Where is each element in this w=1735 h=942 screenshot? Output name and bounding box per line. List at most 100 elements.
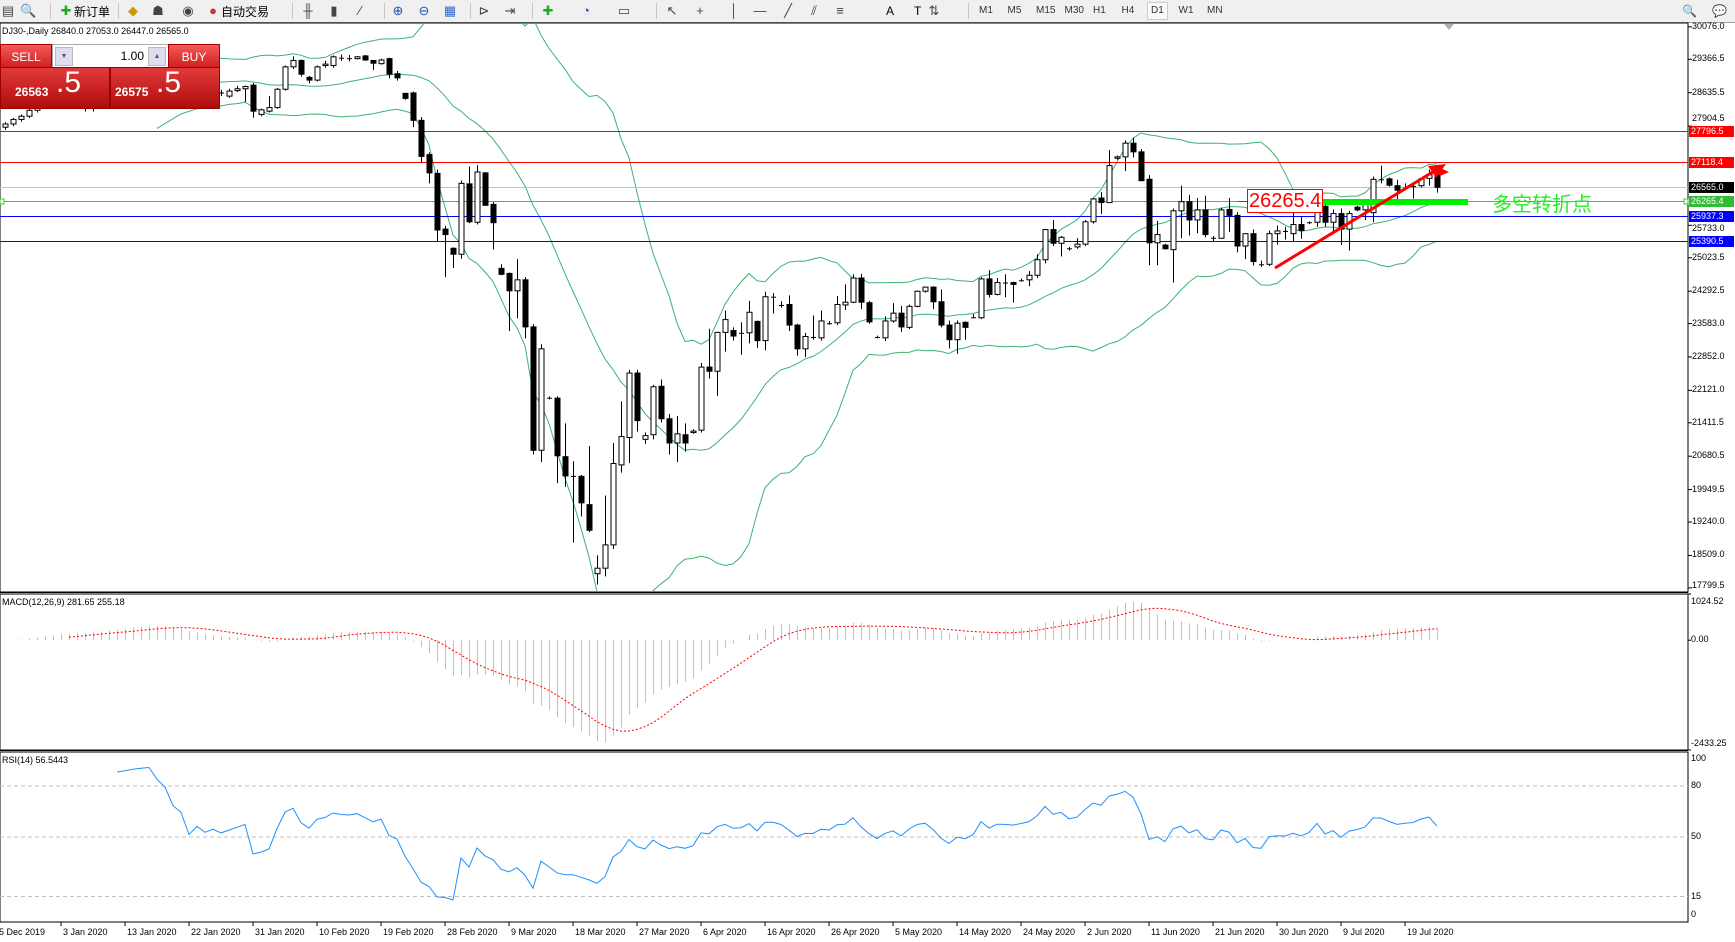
macd-title: MACD(12,26,9) 281.65 255.18 xyxy=(2,597,125,607)
candle-body xyxy=(378,59,385,65)
periods-clock-button[interactable]: ◔ xyxy=(578,2,594,20)
lot-increase-button[interactable]: ▲ xyxy=(148,47,166,66)
candle xyxy=(330,55,337,68)
candle-body xyxy=(954,322,961,341)
candle xyxy=(1178,185,1185,239)
candle-body xyxy=(1322,205,1329,223)
candle-body xyxy=(250,84,257,112)
new-chart-button[interactable]: ▤ xyxy=(0,2,16,20)
navigator-button[interactable]: ☗ xyxy=(150,2,166,20)
candle-body xyxy=(906,305,913,328)
zoom-in-icon: ⊕ xyxy=(392,3,404,18)
new-order-button[interactable]: ✚ 新订单 xyxy=(58,2,110,20)
bull-bear-turning-point-text[interactable]: 多空转折点 xyxy=(1492,192,1592,216)
crosshair-button[interactable]: + xyxy=(692,2,708,20)
candle-body xyxy=(10,118,17,125)
profiles-button[interactable]: 🔍 xyxy=(20,2,36,20)
candle xyxy=(322,60,329,68)
candle-body xyxy=(514,279,521,292)
lot-size-input[interactable]: ▼ 1.00 ▲ xyxy=(52,44,169,68)
candle-body xyxy=(890,312,897,322)
buy-price-button[interactable]: 26575 .5 xyxy=(110,66,220,109)
templates-button[interactable]: ▭ xyxy=(616,2,632,20)
rsi-axis-label: 50 xyxy=(1691,831,1702,841)
candle xyxy=(594,555,601,585)
timeframe-h4[interactable]: H4 xyxy=(1121,5,1135,16)
candle xyxy=(986,270,993,298)
toolbar-separator xyxy=(470,3,471,19)
buy-button[interactable]: BUY xyxy=(168,44,220,68)
candle xyxy=(1003,274,1008,298)
candlestick-button[interactable]: ▮ xyxy=(326,2,342,20)
signal-button[interactable]: ◉ xyxy=(180,2,196,20)
date-axis-label: 31 Jan 2020 xyxy=(255,927,305,937)
candle xyxy=(722,310,729,352)
indicators-button[interactable]: ✚ xyxy=(540,2,556,20)
candle-body xyxy=(386,58,393,75)
candle-body xyxy=(586,504,593,531)
gold-button[interactable]: ◆ xyxy=(125,2,141,20)
toolbar-button-label: 自动交易 xyxy=(221,4,270,19)
cursor-button[interactable]: ↖ xyxy=(664,2,680,20)
candle xyxy=(571,461,576,543)
sell-button[interactable]: SELL xyxy=(0,44,52,68)
timeframe-m30[interactable]: M30 xyxy=(1064,5,1084,16)
lot-decrease-button[interactable]: ▼ xyxy=(55,47,73,66)
candle xyxy=(1106,150,1113,204)
candle xyxy=(474,165,481,225)
timeframe-mn[interactable]: MN xyxy=(1207,5,1223,16)
candle xyxy=(266,96,273,113)
lot-size-value: 1.00 xyxy=(120,49,144,63)
macd-signal-line xyxy=(68,607,1438,732)
trendline-icon: ╱ xyxy=(784,3,792,18)
pivot-price-label[interactable]: 26265.4 xyxy=(1247,189,1324,213)
price-axis-label: 28635.5 xyxy=(1692,86,1725,97)
candle xyxy=(1330,209,1337,232)
zoom-out-button[interactable]: ⊖ xyxy=(416,2,432,20)
auto-trading-button[interactable]: ● 自动交易 xyxy=(205,2,269,20)
candle xyxy=(298,59,305,77)
timeframe-h1[interactable]: H1 xyxy=(1093,5,1106,16)
timeframe-m1[interactable]: M1 xyxy=(979,5,993,16)
candle xyxy=(410,91,417,128)
autoscroll-button[interactable]: ⇥ xyxy=(502,2,518,20)
candle-body xyxy=(698,366,705,431)
vertical-line-button[interactable]: │ xyxy=(726,2,742,20)
chat-icon[interactable]: 💬 xyxy=(1712,4,1727,18)
auto-trading-icon: ● xyxy=(209,3,217,18)
bar-chart-button[interactable]: ╫ xyxy=(300,2,316,20)
tile-windows-button[interactable]: ▦ xyxy=(442,2,458,20)
profiles-icon: 🔍 xyxy=(20,3,37,18)
trendline-button[interactable]: ╱ xyxy=(780,2,796,20)
candle xyxy=(482,171,489,206)
chart-shift-button[interactable]: ⊳ xyxy=(476,2,492,20)
candle xyxy=(402,92,409,100)
sell-price-button[interactable]: 26563 .5 xyxy=(0,66,110,109)
candle xyxy=(771,293,776,314)
line-chart-button[interactable]: ∕ xyxy=(352,2,368,20)
zoom-in-button[interactable]: ⊕ xyxy=(390,2,406,20)
toolbar-separator xyxy=(50,3,51,19)
candle xyxy=(506,272,513,332)
candle-body xyxy=(986,278,993,295)
horizontal-line-button[interactable]: — xyxy=(752,2,768,20)
timeframe-m15[interactable]: M15 xyxy=(1036,5,1056,16)
candle-body xyxy=(690,430,697,433)
equidistant-channel-icon: ⫽ xyxy=(811,3,817,18)
text-label-button[interactable]: T xyxy=(898,2,921,20)
timeframe-m5[interactable]: M5 xyxy=(1007,5,1022,16)
timeframe-w1[interactable]: W1 xyxy=(1178,5,1194,16)
candle-body xyxy=(626,372,633,438)
timeframe-d1[interactable]: D1 xyxy=(1147,2,1168,20)
candle-body xyxy=(466,183,473,223)
search-icon[interactable]: 🔍 xyxy=(1682,4,1697,18)
text-button[interactable]: A xyxy=(870,2,894,20)
bollinger-lower-band xyxy=(156,101,1438,592)
candle-body xyxy=(266,107,273,112)
candle xyxy=(1218,207,1225,239)
fibonacci-button[interactable]: ≡ xyxy=(832,2,848,20)
arrows-button[interactable]: ⇅ xyxy=(926,2,942,20)
equidistant-channel-button[interactable]: ⫽ xyxy=(806,2,822,20)
candle-body xyxy=(1162,244,1169,250)
